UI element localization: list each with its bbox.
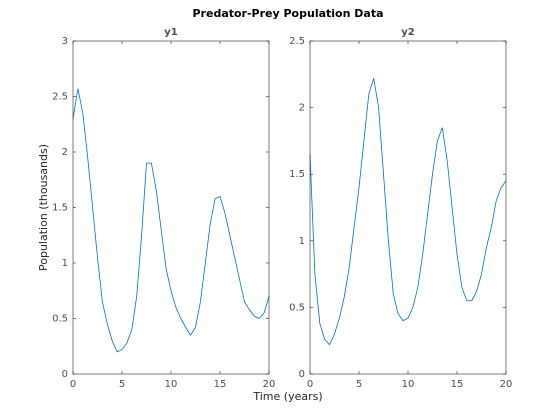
x-tick-label: 15 — [214, 379, 227, 390]
x-axis-label: Time (years) — [252, 390, 322, 403]
y-tick-label: 0 — [299, 369, 305, 380]
x-tick-label: 20 — [500, 379, 513, 390]
plot-area — [310, 41, 506, 374]
y-tick-label: 1.5 — [289, 169, 305, 180]
x-tick-label: 15 — [451, 379, 464, 390]
y-tick-label: 0.5 — [289, 302, 305, 313]
x-tick-label: 0 — [70, 379, 76, 390]
x-tick-label: 5 — [356, 379, 362, 390]
x-tick-label: 10 — [402, 379, 415, 390]
y-tick-label: 1.5 — [52, 203, 68, 214]
y-tick-label: 2.5 — [52, 92, 68, 103]
data-line — [309, 78, 507, 346]
y-tick-label: 3 — [62, 36, 68, 47]
subplot-title: y1 — [164, 27, 178, 38]
y-tick-label: 1 — [299, 236, 305, 247]
y-axis-label: Population (thousands) — [37, 144, 50, 271]
y-tick-label: 2.5 — [289, 36, 305, 47]
y-tick-label: 0.5 — [52, 314, 68, 325]
y-tick-label: 1 — [62, 258, 68, 269]
figure-title: Predator-Prey Population Data — [193, 7, 384, 20]
plot-area — [73, 41, 269, 374]
y-tick-label: 2 — [299, 103, 305, 114]
data-line — [72, 88, 270, 353]
y-tick-label: 0 — [62, 369, 68, 380]
subplot-title: y2 — [401, 27, 415, 38]
x-tick-label: 20 — [263, 379, 276, 390]
x-tick-label: 5 — [119, 379, 125, 390]
x-tick-label: 10 — [165, 379, 178, 390]
y-tick-label: 2 — [62, 147, 68, 158]
x-tick-label: 0 — [307, 379, 313, 390]
